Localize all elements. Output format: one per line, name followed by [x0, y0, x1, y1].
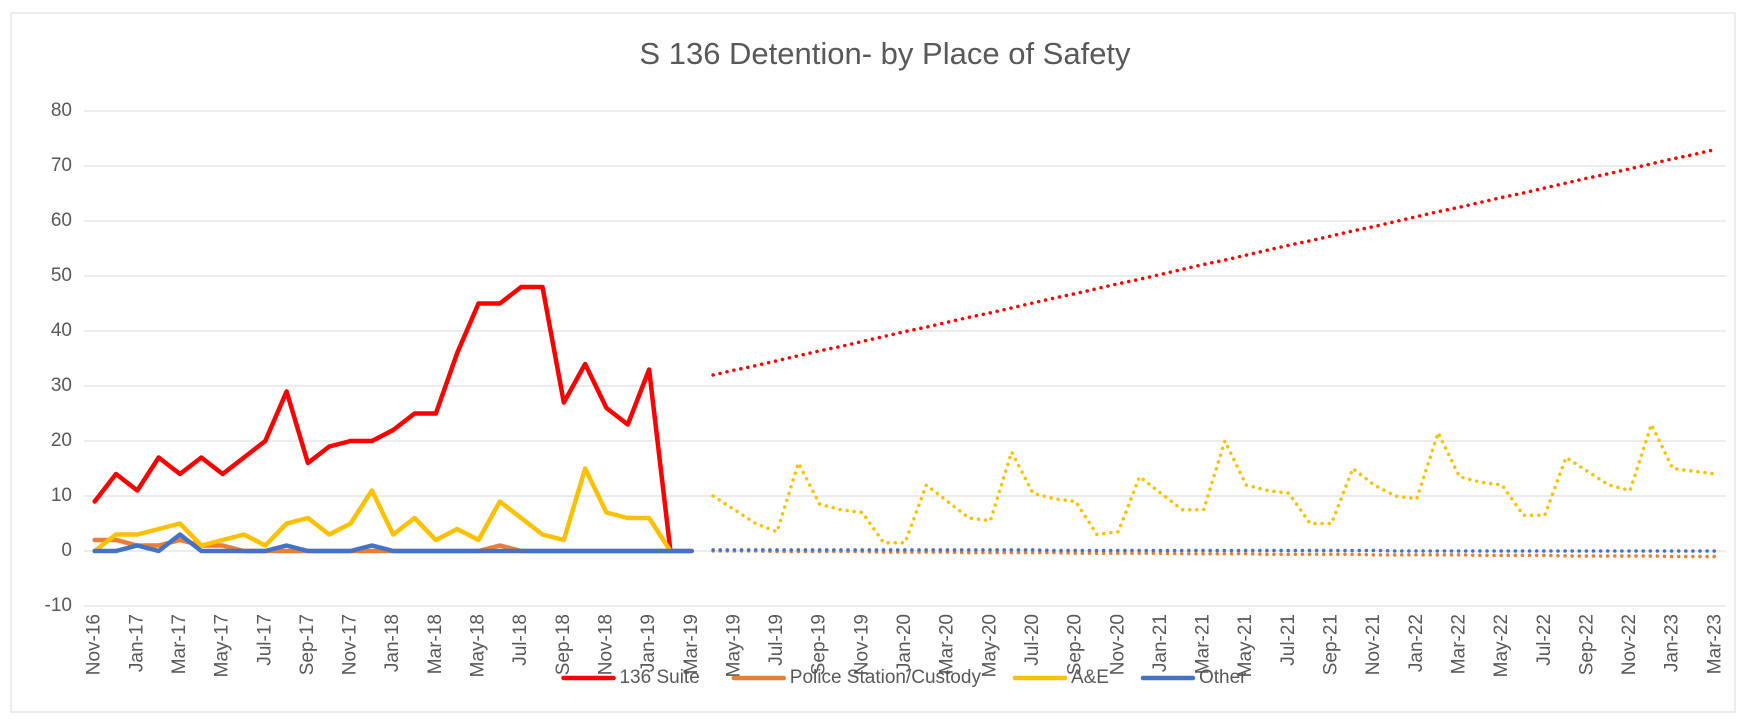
- x-tick-label: Jul-19: [766, 614, 787, 666]
- x-tick-label: Mar-23: [1704, 614, 1725, 674]
- x-tick-label: Mar-21: [1193, 614, 1214, 674]
- x-tick-label: Jul-20: [1022, 614, 1043, 666]
- x-tick-label: Jan-17: [126, 614, 147, 672]
- x-tick-label: Sep-17: [297, 614, 318, 675]
- x-tick-label: Mar-22: [1448, 614, 1469, 674]
- y-tick-label: 30: [51, 375, 72, 396]
- x-tick-label: Jul-17: [254, 614, 275, 666]
- x-tick-label: May-17: [212, 614, 233, 677]
- x-tick-label: Nov-21: [1363, 614, 1384, 675]
- x-tick-label: Jan-19: [638, 614, 659, 672]
- x-tick-label: Jul-21: [1278, 614, 1299, 666]
- x-tick-label: Mar-19: [681, 614, 702, 674]
- x-tick-label: Mar-18: [425, 614, 446, 674]
- y-tick-label: 50: [51, 265, 72, 286]
- y-tick-label: 0: [61, 540, 72, 561]
- x-tick-label: May-19: [723, 614, 744, 677]
- x-tick-label: May-22: [1491, 614, 1512, 677]
- legend-label: A&E: [1071, 667, 1109, 688]
- x-tick-label: May-20: [979, 614, 1000, 677]
- x-tick-label: Nov-17: [340, 614, 361, 675]
- y-tick-label: 10: [51, 485, 72, 506]
- y-tick-label: -10: [45, 595, 72, 616]
- x-tick-label: May-18: [468, 614, 489, 677]
- x-tick-label: Mar-17: [169, 614, 190, 674]
- x-tick-label: Jan-22: [1406, 614, 1427, 672]
- x-tick-label: Sep-21: [1321, 614, 1342, 675]
- x-tick-label: Nov-22: [1619, 614, 1640, 675]
- x-tick-label: Jan-23: [1662, 614, 1683, 672]
- x-tick-label: Mar-20: [937, 614, 958, 674]
- chart-title: S 136 Detention- by Place of Safety: [639, 36, 1131, 71]
- x-tick-label: Jan-20: [894, 614, 915, 672]
- y-tick-label: 40: [51, 320, 72, 341]
- x-tick-label: Sep-18: [553, 614, 574, 675]
- y-tick-label: 20: [51, 430, 72, 451]
- y-tick-label: 60: [51, 210, 72, 231]
- chart: S 136 Detention- by Place of Safety -10 0…: [0, 0, 1758, 721]
- x-tick-label: Jul-18: [510, 614, 531, 666]
- y-tick-label: 70: [51, 155, 72, 176]
- x-tick-label: Jan-18: [382, 614, 403, 672]
- x-tick-label: Nov-18: [595, 614, 616, 675]
- legend-label: 136 Suite: [619, 667, 699, 688]
- x-tick-label: Jan-21: [1150, 614, 1171, 672]
- chart-border: [11, 13, 1735, 712]
- x-tick-label: Jul-22: [1534, 614, 1555, 666]
- legend-label: Police Station/Custody: [790, 667, 982, 688]
- legend-label: Other: [1199, 667, 1247, 688]
- y-tick-label: 80: [51, 100, 72, 121]
- x-tick-label: Nov-20: [1107, 614, 1128, 675]
- x-tick-label: Sep-22: [1576, 614, 1597, 675]
- x-tick-label: Nov-16: [84, 614, 105, 675]
